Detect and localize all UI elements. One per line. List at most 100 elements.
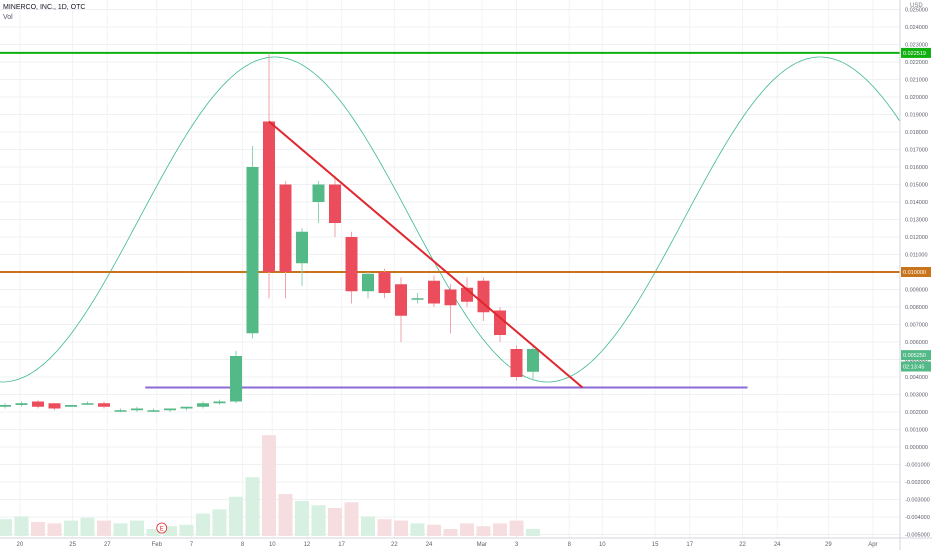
candle-body <box>65 405 77 407</box>
volume-bar <box>295 501 309 536</box>
volume-bar <box>31 522 45 536</box>
candle-body <box>494 310 506 335</box>
y-tick-label: 0.003000 <box>905 393 928 399</box>
x-tick-label: 22 <box>391 542 398 548</box>
y-tick-label: 0.018000 <box>905 130 928 136</box>
x-tick-label: 27 <box>104 542 111 548</box>
candle-body <box>48 403 61 409</box>
candle-body <box>477 280 490 313</box>
volume-bar <box>0 519 12 536</box>
y-tick-label: -0.005000 <box>905 533 930 539</box>
candle-body <box>329 184 341 223</box>
x-tick-label: 7 <box>190 542 194 548</box>
symbol-title: MINERCO, INC., 1D, OTC <box>3 4 86 11</box>
volume-bar <box>14 516 29 536</box>
price-tag-box <box>901 47 931 58</box>
y-tick-label: 0.023000 <box>905 43 928 49</box>
x-tick-label: 22 <box>739 542 746 548</box>
price-tag-box <box>901 361 931 372</box>
trend-line <box>268 120 584 389</box>
volume-bar <box>229 496 243 536</box>
y-tick-label: 0.019000 <box>905 113 928 119</box>
x-tick-label: Mar <box>477 542 487 548</box>
y-tick-label: 0.015000 <box>905 183 928 189</box>
volume-bar <box>344 502 359 536</box>
y-tick-label: 0.005000 <box>905 358 928 364</box>
candle-body <box>180 406 193 409</box>
candle-body <box>15 403 28 405</box>
y-tick-label: 0.006000 <box>905 340 928 346</box>
y-tick-label: 0.022000 <box>905 60 928 66</box>
candle-body <box>0 405 11 407</box>
volume-bar <box>262 435 276 536</box>
volume-bar <box>460 523 474 536</box>
volume-legend: Vol <box>3 14 13 21</box>
price-tag-label: 0.005250 <box>903 353 926 359</box>
x-tick-label: 8 <box>568 542 572 548</box>
volume-bar <box>80 517 95 536</box>
candle-body <box>98 403 110 407</box>
downtrend-line <box>268 120 584 389</box>
candle-body <box>246 167 259 334</box>
y-tick-label: 0.004000 <box>905 375 928 381</box>
x-tick-label: 3 <box>515 542 519 548</box>
candle-body <box>296 231 308 264</box>
volume-bar <box>130 520 144 536</box>
y-tick-label: 0.017000 <box>905 148 928 154</box>
volume-bar <box>146 529 161 536</box>
x-tick-label: 29 <box>825 542 832 548</box>
candles <box>0 53 539 412</box>
volume-bar <box>311 505 326 536</box>
volume-bar <box>212 509 227 536</box>
candle-body <box>527 349 539 372</box>
grid-lines <box>0 0 900 538</box>
x-tick-label: 8 <box>241 542 245 548</box>
price-tag-label: 02:13:45 <box>903 365 924 371</box>
x-tick-label: 24 <box>774 542 781 548</box>
y-tick-label: 0.025000 <box>905 8 928 14</box>
candle-body <box>428 280 440 304</box>
y-tick-label: 0.016000 <box>905 165 928 171</box>
candle-body <box>378 272 391 293</box>
candle-body <box>81 403 94 405</box>
y-tick-label: 0.000000 <box>905 445 928 451</box>
x-tick-label: 15 <box>652 542 659 548</box>
y-tick-label: -0.003000 <box>905 498 930 504</box>
x-tick-label: Apr <box>868 542 877 548</box>
x-tick-label: 17 <box>686 542 693 548</box>
y-tick-label: -0.001000 <box>905 463 930 469</box>
y-tick-label: 0.002000 <box>905 410 928 416</box>
volume-bar <box>410 523 425 536</box>
candle-body <box>395 284 407 316</box>
volume-bar <box>179 524 194 536</box>
price-labels: E 0.022519 0.010000 0.005250 02:13:45 <box>156 47 931 534</box>
horizontal-lines <box>0 51 900 389</box>
y-tick-label: 0.021000 <box>905 78 928 84</box>
candle-body <box>345 237 358 292</box>
volume-bar <box>526 529 540 536</box>
volume-bar <box>163 526 177 536</box>
candle-body <box>411 298 424 300</box>
volume-bar <box>377 519 392 536</box>
volume-bar <box>47 523 62 536</box>
x-tick-label: 12 <box>304 542 311 548</box>
y-tick-label: 0.012000 <box>905 235 928 241</box>
candle-body <box>279 184 292 272</box>
y-tick-label: 0.001000 <box>905 428 928 434</box>
y-tick-label: 0.007000 <box>905 323 928 329</box>
earnings-icon <box>156 522 168 534</box>
chart-legend: MINERCO, INC., 1D, OTC Vol <box>3 3 85 23</box>
candle-body <box>197 403 209 407</box>
y-tick-label: 0.014000 <box>905 200 928 206</box>
volume-bar <box>328 508 342 536</box>
volume-bar <box>97 520 111 536</box>
price-tag-box <box>901 267 931 277</box>
volume-bar <box>493 523 507 536</box>
volume-bar <box>509 520 524 536</box>
candle-body <box>230 356 242 402</box>
candle-body <box>114 410 127 412</box>
candle-body <box>263 121 275 272</box>
y-tick-label: -0.004000 <box>905 515 930 521</box>
